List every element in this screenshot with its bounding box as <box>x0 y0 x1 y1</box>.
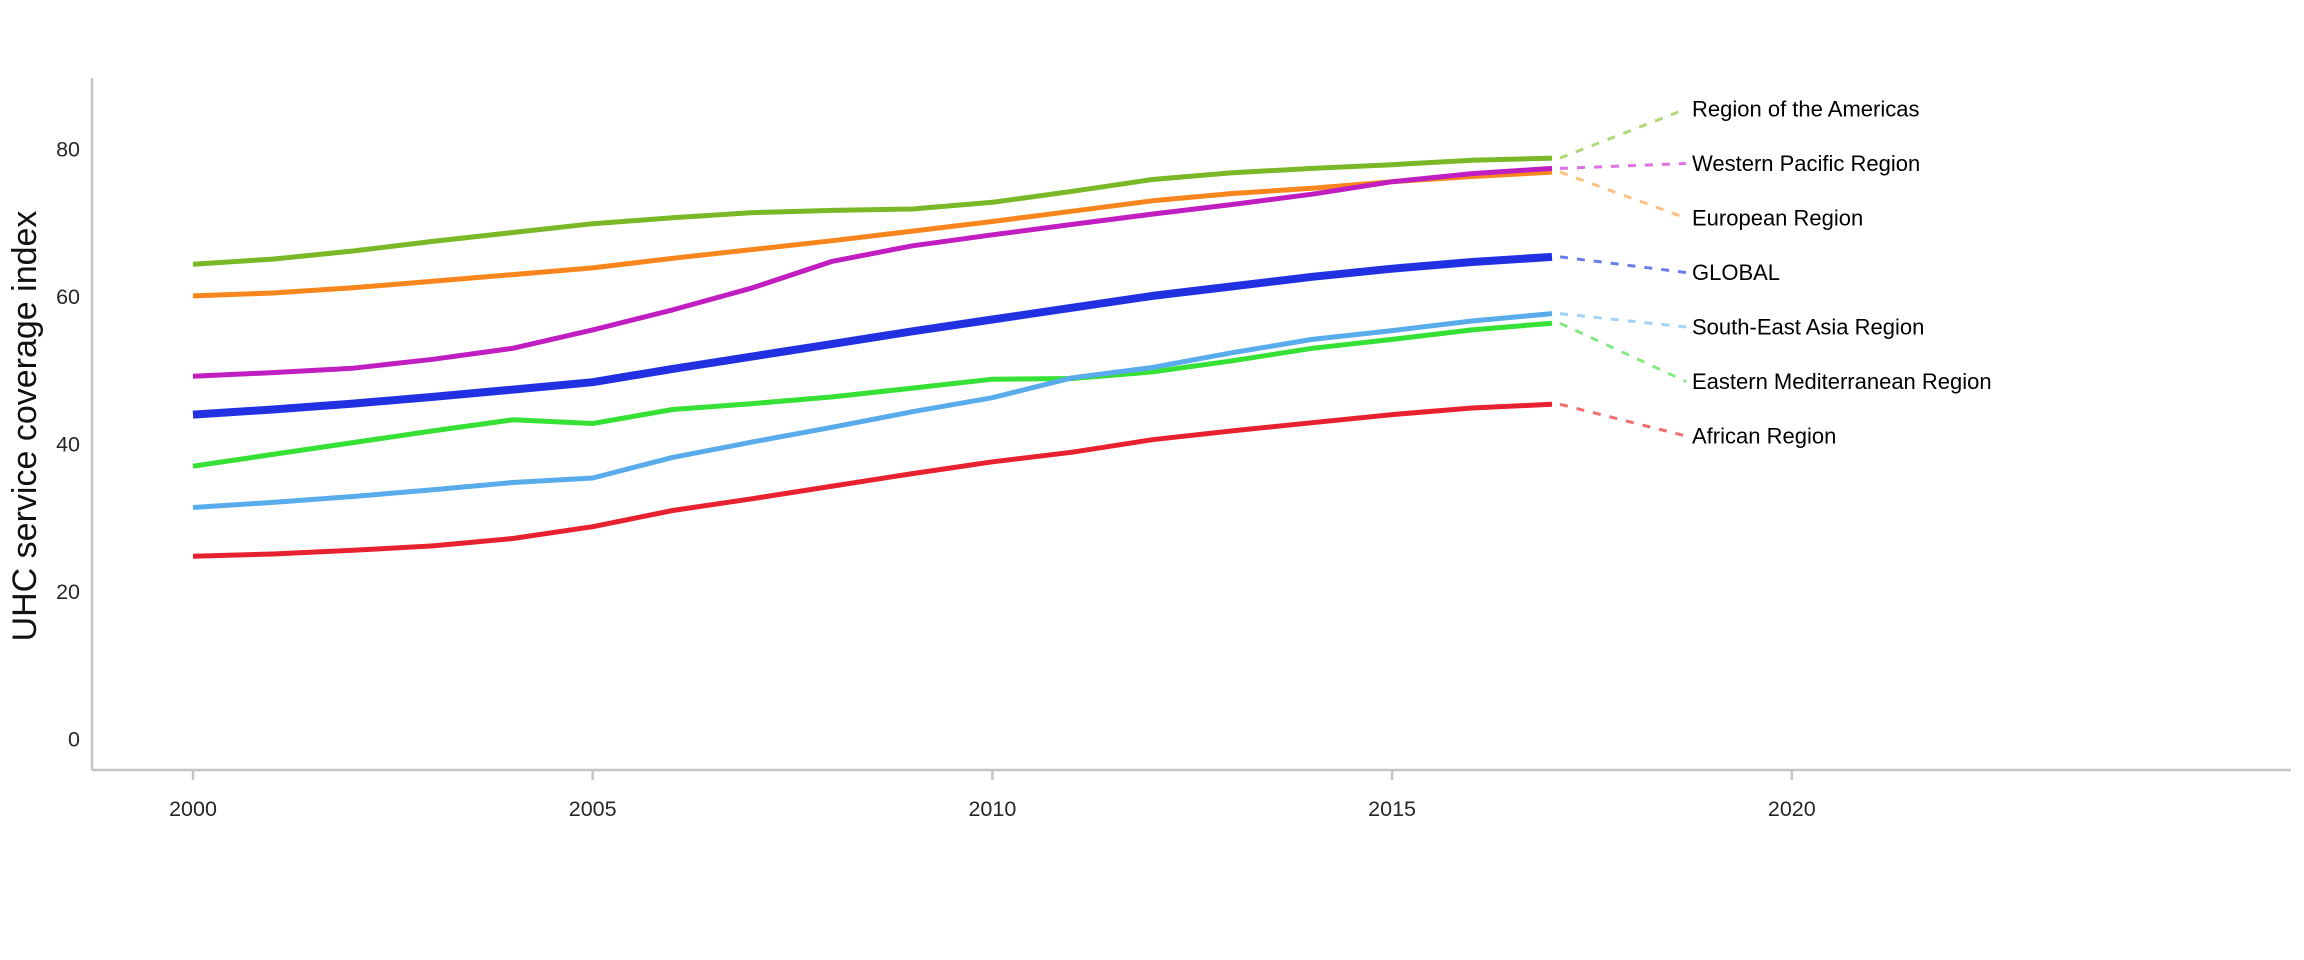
x-tick-label: 2005 <box>569 797 617 821</box>
axis-and-legend-text: 2000 2005 2010 2015 2020 0 20 40 60 80 Region of t… <box>56 97 1992 822</box>
legend-label-region-of-the-americas: Region of the Americas <box>1692 97 1919 122</box>
series-line-south-east-asia-region <box>192 311 1553 510</box>
legend-label-south-east-asia-region: South-East Asia Region <box>1692 315 1924 340</box>
x-tick-label: 2020 <box>1768 797 1816 821</box>
leader-line-south-east-asia-region <box>1559 312 1687 329</box>
series-lines <box>192 155 1553 559</box>
leader-line-region-of-the-americas <box>1559 107 1687 160</box>
y-tick-label: 20 <box>56 580 80 604</box>
axes <box>90 78 2291 780</box>
series-line-european-region <box>192 169 1553 299</box>
legend-label-african-region: African Region <box>1692 424 1836 449</box>
series-line-african-region <box>192 401 1553 559</box>
legend-label-western-pacific-region: Western Pacific Region <box>1692 151 1920 176</box>
legend-leader-lines <box>1559 107 1687 438</box>
leader-line-european-region <box>1559 170 1687 220</box>
y-tick-label: 40 <box>56 433 80 457</box>
x-tick-label: 2015 <box>1368 797 1416 821</box>
legend-label-global: GLOBAL <box>1692 260 1780 285</box>
x-tick-label: 2000 <box>169 797 217 821</box>
leader-line-western-pacific-region <box>1559 162 1687 170</box>
y-tick-label: 0 <box>68 728 80 752</box>
leader-line-eastern-mediterranean-region <box>1559 321 1687 383</box>
legend-label-european-region: European Region <box>1692 206 1863 231</box>
leader-line-global <box>1559 255 1687 274</box>
legend-label-eastern-mediterranean-region: Eastern Mediterranean Region <box>1692 369 1992 394</box>
y-axis-title: UHC service coverage index <box>6 211 44 642</box>
leader-line-african-region <box>1559 402 1687 438</box>
x-tick-label: 2010 <box>968 797 1016 821</box>
series-line-region-of-the-americas <box>192 155 1553 267</box>
series-line-global <box>192 252 1553 419</box>
series-line-eastern-mediterranean-region <box>192 320 1553 469</box>
series-line-western-pacific-region <box>192 165 1553 379</box>
y-tick-label: 60 <box>56 285 80 309</box>
y-tick-label: 80 <box>56 138 80 162</box>
